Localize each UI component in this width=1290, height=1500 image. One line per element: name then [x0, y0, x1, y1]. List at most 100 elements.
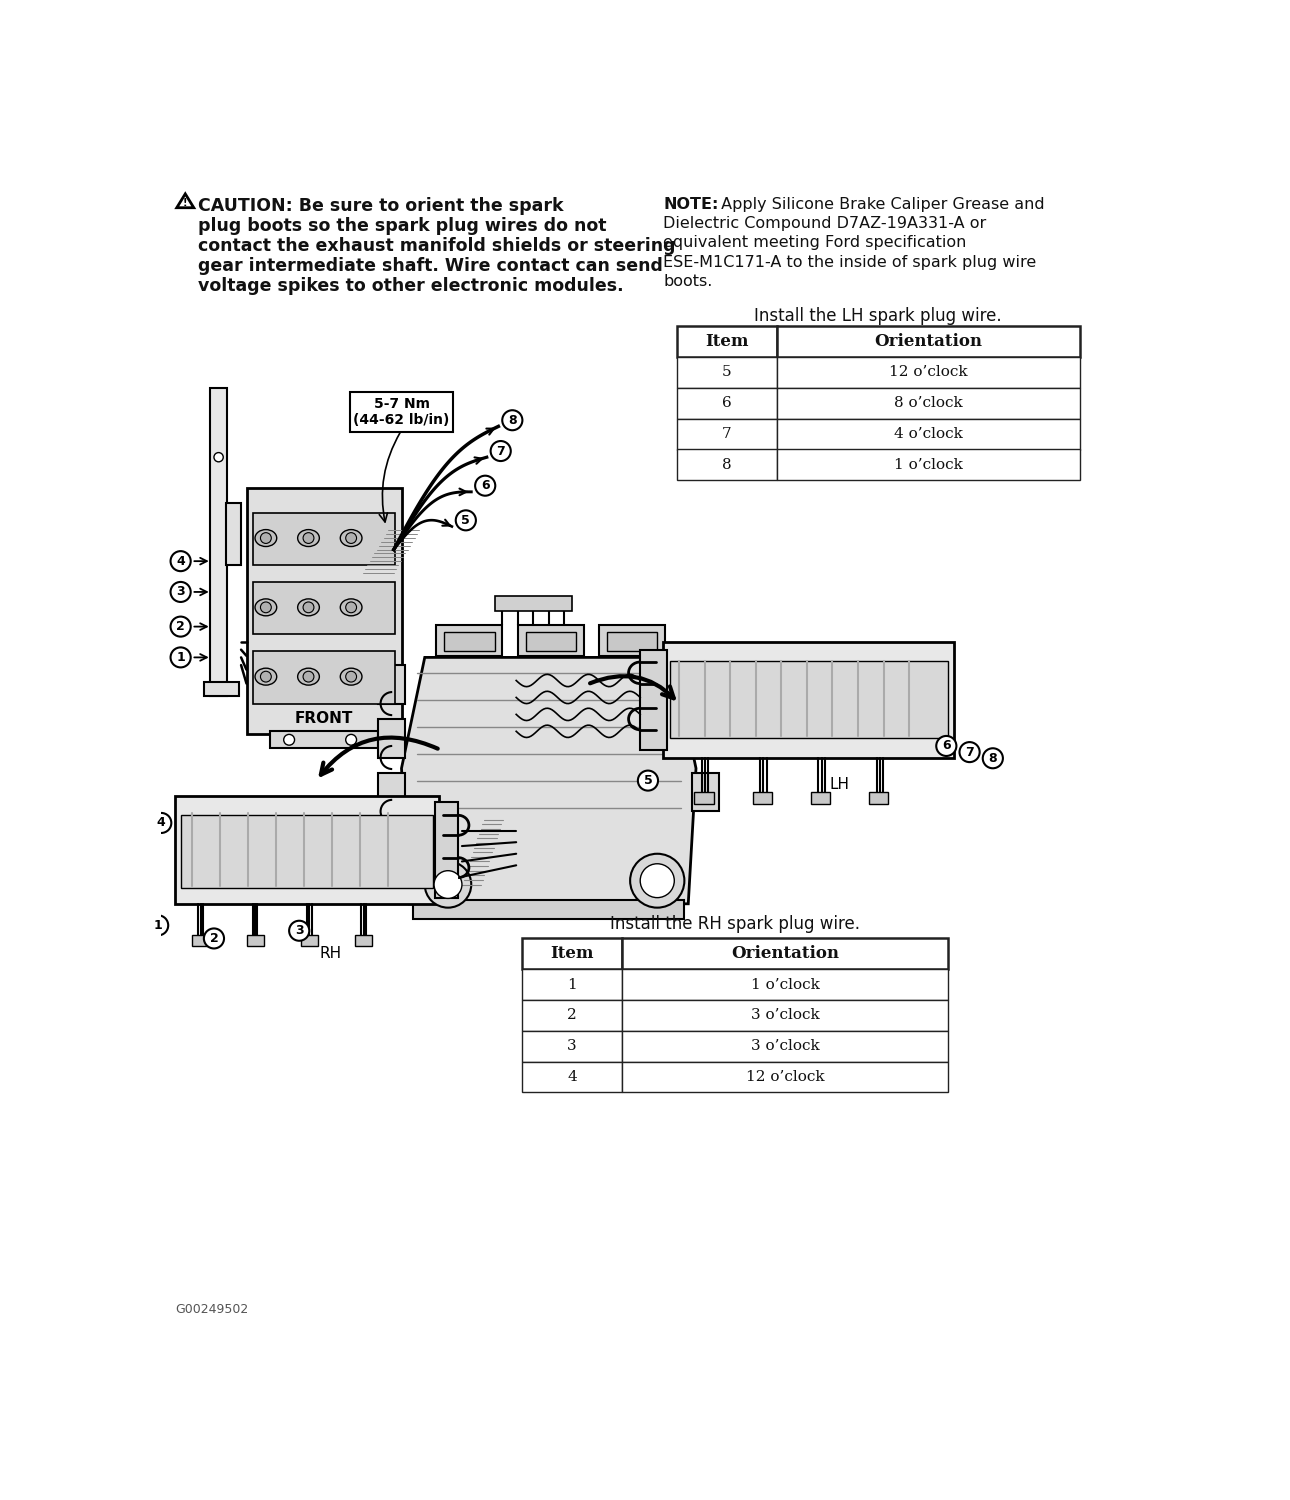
Bar — [204, 682, 239, 696]
Text: G00249502: G00249502 — [175, 1302, 249, 1316]
Text: 1: 1 — [154, 920, 163, 932]
Circle shape — [303, 672, 313, 682]
Circle shape — [960, 742, 979, 762]
Ellipse shape — [298, 668, 320, 686]
Circle shape — [261, 672, 271, 682]
Text: 7: 7 — [722, 427, 731, 441]
Circle shape — [346, 602, 356, 612]
Text: 4 o’clock: 4 o’clock — [894, 427, 962, 441]
Text: 3 o’clock: 3 o’clock — [751, 1008, 819, 1023]
Bar — [810, 792, 829, 804]
Text: 3: 3 — [568, 1040, 577, 1053]
Circle shape — [433, 870, 462, 898]
Text: 4: 4 — [157, 816, 165, 830]
Text: 1: 1 — [177, 651, 184, 664]
Bar — [435, 802, 458, 897]
Bar — [599, 626, 666, 656]
Text: RH: RH — [319, 946, 342, 962]
Bar — [525, 632, 575, 651]
Text: 4: 4 — [568, 1070, 577, 1084]
Text: 12 o’clock: 12 o’clock — [889, 366, 968, 380]
Text: 8 o’clock: 8 o’clock — [894, 396, 962, 411]
Bar — [670, 662, 948, 738]
Bar — [253, 582, 395, 634]
Text: equivalent meeting Ford specification: equivalent meeting Ford specification — [663, 236, 966, 250]
Text: 1: 1 — [568, 978, 577, 992]
Circle shape — [303, 532, 313, 543]
Bar — [778, 419, 1080, 450]
Text: Apply Silicone Brake Caliper Grease and: Apply Silicone Brake Caliper Grease and — [716, 196, 1045, 211]
Text: plug boots so the spark plug wires do not: plug boots so the spark plug wires do no… — [199, 217, 608, 236]
Text: !: ! — [183, 198, 187, 208]
Bar — [378, 718, 405, 758]
Bar — [778, 327, 1080, 357]
Bar — [378, 772, 405, 812]
Text: Orientation: Orientation — [875, 333, 983, 350]
Bar — [301, 936, 317, 946]
Text: 8: 8 — [722, 458, 731, 472]
Text: gear intermediate shaft. Wire contact can send: gear intermediate shaft. Wire contact ca… — [199, 256, 663, 274]
Text: 12 o’clock: 12 o’clock — [746, 1070, 824, 1084]
Text: 6: 6 — [942, 740, 951, 753]
Bar — [693, 718, 720, 758]
Text: ESE-M1C171-A to the inside of spark plug wire: ESE-M1C171-A to the inside of spark plug… — [663, 255, 1037, 270]
Circle shape — [502, 410, 522, 430]
Bar — [210, 388, 227, 696]
Circle shape — [983, 748, 1002, 768]
Circle shape — [475, 476, 495, 495]
Circle shape — [170, 616, 191, 636]
Ellipse shape — [255, 598, 277, 616]
Text: 5: 5 — [462, 514, 470, 526]
Bar — [521, 1062, 622, 1092]
Bar — [270, 732, 378, 748]
Bar — [175, 796, 439, 904]
Text: CAUTION: Be sure to orient the spark: CAUTION: Be sure to orient the spark — [199, 196, 564, 214]
Text: Install the LH spark plug wire.: Install the LH spark plug wire. — [755, 308, 1002, 326]
Bar — [521, 969, 622, 1000]
Text: 2: 2 — [177, 620, 184, 633]
Text: NOTE:: NOTE: — [663, 196, 719, 211]
Bar — [778, 357, 1080, 388]
Text: Item: Item — [706, 333, 748, 350]
Circle shape — [490, 441, 511, 460]
Bar — [494, 596, 571, 610]
Circle shape — [630, 853, 685, 907]
Bar — [677, 450, 778, 480]
Bar — [677, 327, 778, 357]
Ellipse shape — [298, 598, 320, 616]
Bar — [521, 939, 622, 969]
Text: FRONT: FRONT — [295, 711, 353, 726]
Text: 7: 7 — [497, 444, 506, 458]
Bar — [677, 388, 778, 418]
Bar — [192, 936, 209, 946]
Ellipse shape — [341, 598, 362, 616]
Circle shape — [346, 735, 356, 746]
Circle shape — [637, 771, 658, 790]
Text: contact the exhaust manifold shields or steering: contact the exhaust manifold shields or … — [199, 237, 676, 255]
Bar — [436, 626, 502, 656]
Text: 5: 5 — [644, 774, 653, 788]
Text: 4: 4 — [177, 555, 184, 567]
Text: 3: 3 — [295, 924, 303, 938]
Circle shape — [937, 736, 956, 756]
Circle shape — [170, 550, 191, 572]
Text: Orientation: Orientation — [731, 945, 838, 963]
Bar — [246, 488, 401, 735]
Bar — [622, 1000, 948, 1030]
Bar — [622, 1030, 948, 1062]
Text: 6: 6 — [481, 478, 489, 492]
Ellipse shape — [298, 530, 320, 546]
Text: 7: 7 — [965, 746, 974, 759]
Circle shape — [170, 648, 191, 668]
Bar — [413, 900, 685, 920]
FancyBboxPatch shape — [350, 392, 453, 432]
Circle shape — [284, 735, 294, 746]
Bar — [517, 626, 583, 656]
Bar — [355, 936, 372, 946]
Circle shape — [346, 532, 356, 543]
Polygon shape — [401, 657, 697, 904]
Circle shape — [455, 510, 476, 531]
Circle shape — [148, 915, 168, 936]
Bar — [521, 1030, 622, 1062]
Bar — [694, 792, 713, 804]
